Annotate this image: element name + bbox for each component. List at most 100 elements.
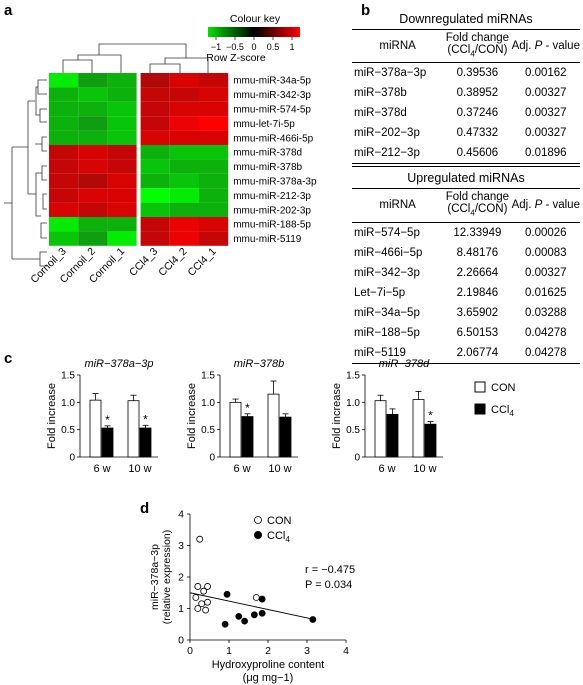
heatmap-cell bbox=[140, 145, 170, 160]
fold-cell: 0.37246 bbox=[456, 107, 499, 120]
adjp-cell: 0.00327 bbox=[525, 87, 567, 100]
mirna-cell: miR−5119 bbox=[354, 346, 406, 359]
heatmap-row-label: mmu-miR-378a-3p bbox=[233, 177, 317, 188]
heatmap-cell bbox=[199, 188, 229, 203]
heatmap-cell bbox=[140, 87, 170, 102]
x-tick-label: 6 w bbox=[233, 463, 250, 475]
heatmap-cell bbox=[107, 116, 137, 131]
point-con bbox=[194, 583, 202, 590]
adjp-cell: 0.01625 bbox=[525, 286, 567, 299]
scatter-y-tick: 2 bbox=[178, 572, 184, 584]
scatter-x-tick: 1 bbox=[226, 645, 232, 657]
col-header-mirna: miRNA bbox=[379, 40, 416, 53]
adjp-cell: 0.00327 bbox=[525, 266, 567, 279]
down-row: miR−378d 0.37246 0.00327 bbox=[352, 103, 580, 123]
adjp-cell: 0.04278 bbox=[525, 346, 567, 359]
key-tick-label: −0.5 bbox=[226, 42, 244, 52]
heatmap-col-label: CCl4_3 bbox=[127, 245, 160, 278]
heatmap-cell bbox=[49, 130, 79, 145]
point-ccl4 bbox=[223, 590, 231, 598]
legend-ccl-swatch bbox=[474, 403, 486, 415]
heatmap-cell bbox=[140, 116, 170, 131]
heatmap-cell bbox=[140, 188, 170, 203]
heatmap-cell bbox=[169, 145, 199, 160]
point-con bbox=[192, 594, 200, 601]
heatmap-col-label: CCl4_2 bbox=[156, 245, 189, 278]
heatmap-cell bbox=[140, 159, 170, 174]
point-con bbox=[194, 605, 202, 612]
heatmap-cell bbox=[169, 87, 199, 102]
heatmap-cell bbox=[140, 73, 170, 88]
up-row: Let−7i−5p 2.19846 0.01625 bbox=[352, 283, 580, 303]
down-row: miR−202−3p 0.47332 0.00327 bbox=[352, 123, 580, 143]
up-title: Upregulated miRNAs bbox=[352, 166, 580, 190]
heatmap-cell bbox=[107, 202, 137, 217]
point-con bbox=[202, 606, 209, 614]
heatmap-row-label: mmu-miR-188-5p bbox=[233, 220, 311, 231]
heatmap-cell bbox=[78, 159, 108, 174]
x-tick-label: 10 w bbox=[413, 463, 436, 475]
key-tick-label: −1 bbox=[211, 42, 221, 52]
fold-cell: 3.65902 bbox=[456, 306, 499, 319]
heatmap-cell bbox=[140, 173, 170, 189]
down-title: Downregulated miRNAs bbox=[352, 10, 580, 30]
bar-con bbox=[229, 401, 242, 458]
heatmap-cell bbox=[78, 231, 108, 246]
heatmap-cell bbox=[107, 101, 137, 117]
mirna-cell: miR−574−5p bbox=[354, 226, 420, 239]
heatmap-cell bbox=[199, 73, 229, 88]
mirna-cell: miR−378a−3p bbox=[354, 67, 427, 80]
heatmap-cell bbox=[107, 130, 137, 145]
heatmap-cell bbox=[169, 130, 199, 145]
heatmap-cell bbox=[140, 202, 170, 217]
heatmap-cell bbox=[107, 217, 137, 232]
fold-cell: 0.38952 bbox=[456, 87, 499, 100]
heatmap-cell bbox=[199, 87, 229, 102]
y-tick-label: 1.5 bbox=[346, 371, 360, 382]
heatmap-cell bbox=[49, 173, 79, 189]
down-table: miRNA Fold change (CCl4/CON) Adj. P - va… bbox=[352, 30, 580, 164]
adjp-cell: 0.00327 bbox=[525, 107, 567, 120]
heatmap-cell bbox=[107, 188, 137, 203]
y-tick-label: 1.0 bbox=[201, 398, 215, 409]
y-tick-label: 0.5 bbox=[346, 425, 360, 436]
heatmap-cell bbox=[78, 101, 108, 117]
heatmap-col-label: CCl4_1 bbox=[185, 245, 218, 278]
bar-ccl4 bbox=[386, 413, 399, 458]
col-header-fold-up: Fold change (CCl4/CON) bbox=[445, 191, 510, 218]
point-ccl4 bbox=[241, 617, 248, 625]
heatmap-cell bbox=[169, 159, 199, 174]
mirna-cell: Let−7i−5p bbox=[354, 286, 406, 299]
row-dendrogram bbox=[4, 79, 47, 267]
up-row: miR−188−5p 6.50153 0.04278 bbox=[352, 323, 580, 343]
adjp-cell: 0.00026 bbox=[525, 226, 567, 239]
heatmap-cell bbox=[140, 231, 170, 246]
point-ccl4 bbox=[258, 609, 266, 617]
colour-key-title: Colour key bbox=[230, 13, 281, 25]
annotation-r: r = −0.475 bbox=[305, 564, 355, 576]
heatmap-cell bbox=[78, 188, 108, 203]
bar-ccl4 bbox=[241, 416, 254, 458]
y-tick-label: 1.5 bbox=[201, 371, 215, 382]
up-row: miR−342−3p 2.26664 0.00327 bbox=[352, 263, 580, 283]
mirna-cell: miR−466i−5p bbox=[354, 246, 423, 259]
bar-ccl4 bbox=[101, 427, 114, 458]
fold-cell: 8.48176 bbox=[456, 246, 499, 259]
scatter-plot: 0 1 2 3 4 0 1 2 3 4 miR−378a−3p (relative expressio… bbox=[149, 509, 355, 685]
key-tick-label: 0 bbox=[251, 42, 256, 52]
bar-ccl4 bbox=[424, 423, 437, 458]
point-con bbox=[252, 594, 260, 601]
point-con bbox=[198, 600, 206, 608]
point-con bbox=[204, 598, 211, 606]
heatmap-cell bbox=[107, 159, 137, 174]
significance-star: * bbox=[245, 401, 250, 415]
scatter-x-unit: (μg mg−1) bbox=[243, 672, 294, 684]
key-tick-label: 0.5 bbox=[267, 42, 280, 52]
heatmap-cell bbox=[49, 145, 79, 160]
adjp-cell: 0.00083 bbox=[525, 246, 567, 259]
heatmap-cell bbox=[78, 202, 108, 217]
point-ccl4 bbox=[221, 620, 229, 628]
point-ccl4 bbox=[235, 612, 243, 620]
